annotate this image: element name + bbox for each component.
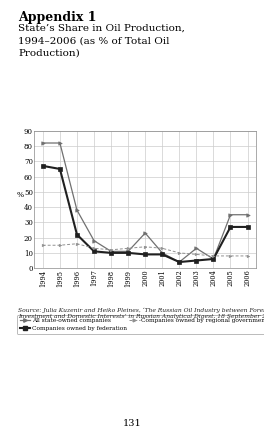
Legend: All state-owned companies, Companies owned by federation, Companies owned by reg: All state-owned companies, Companies own… (17, 315, 264, 334)
Y-axis label: %: % (16, 191, 23, 200)
Text: Appendix 1: Appendix 1 (18, 11, 97, 24)
Text: 131: 131 (122, 419, 142, 428)
Text: State’s Share in Oil Production,
1994–2006 (as % of Total Oil
Production): State’s Share in Oil Production, 1994–20… (18, 24, 185, 57)
Text: Source: Julia Kuzenir and Heiko Pleines, ‘The Russian Oil Industry between Forei: Source: Julia Kuzenir and Heiko Pleines,… (18, 307, 264, 319)
